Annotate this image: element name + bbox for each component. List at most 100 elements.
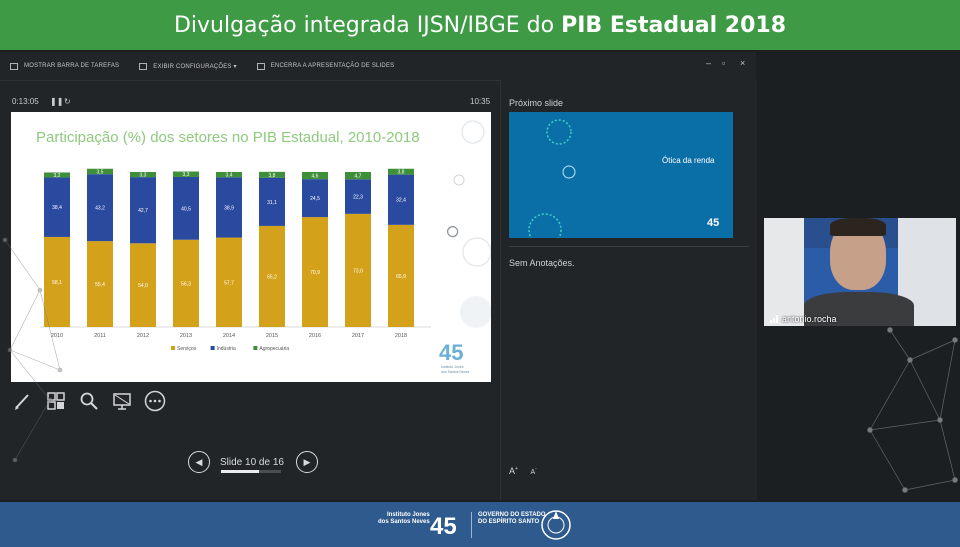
- bar-2018-2: [388, 168, 414, 175]
- cursor-ring: [447, 226, 458, 237]
- value-label-2017-2: 4,7: [355, 174, 362, 180]
- signal-icon: [770, 315, 778, 323]
- black-screen-icon[interactable]: [111, 390, 133, 412]
- current-slide[interactable]: Participação (%) dos setores no PIB Esta…: [11, 112, 491, 382]
- bar-2016-0: [302, 217, 328, 327]
- participant-hair: [830, 218, 886, 236]
- x-tick-2017: 2017: [352, 333, 364, 339]
- bar-2015-2: [259, 171, 285, 178]
- bar-2011-2: [87, 168, 113, 175]
- bar-2012-1: [130, 177, 156, 244]
- ijsn-45-logo: 45: [430, 513, 457, 540]
- value-label-2015-2: 3,8: [269, 173, 276, 179]
- value-label-2013-0: 56,3: [181, 281, 191, 287]
- bar-2010-1: [44, 177, 70, 237]
- ijsn-logo-text: Instituto Jones dos Santos Neves: [378, 512, 430, 525]
- value-label-2018-1: 32,4: [396, 198, 406, 204]
- bar-2016-1: [302, 179, 328, 218]
- next-slide-thumbnail[interactable]: 45 Ótica da renda: [509, 112, 733, 238]
- next-slide-title: Ótica da renda: [662, 156, 715, 165]
- notes-font-controls: A+ A-: [509, 466, 537, 476]
- value-label-2011-2: 3,5: [97, 169, 104, 175]
- x-tick-2018: 2018: [395, 333, 407, 339]
- slide-navigation: ◀ Slide 10 de 16 ▶: [188, 451, 318, 473]
- chart-bars: [40, 168, 431, 328]
- next-slide-label: Próximo slide: [509, 98, 564, 108]
- network-decoration-left: [2, 237, 63, 463]
- x-tick-2014: 2014: [223, 333, 235, 339]
- value-label-2014-2: 3,4: [226, 173, 233, 179]
- bar-2014-2: [216, 172, 242, 178]
- end-slideshow-button[interactable]: ENCERRA A APRESENTAÇÃO DE SLIDES: [256, 62, 395, 70]
- x-tick-2013: 2013: [180, 333, 192, 339]
- legend-label-1: Indústria: [217, 346, 236, 352]
- elapsed-timer: 0:13:05: [12, 97, 39, 106]
- value-label-2016-2: 4,6: [312, 174, 319, 180]
- stacked-bar-chart: 58,1 38,4 3,2 55,4 43,2 3,5 54,0 42,7 3,3 56,3 40,…: [40, 120, 491, 374]
- bar-2013-2: [173, 171, 199, 177]
- end-show-icon: [256, 62, 265, 70]
- value-label-2012-2: 3,3: [140, 173, 147, 179]
- x-tick-2010: 2010: [51, 333, 63, 339]
- restore-button[interactable]: ▫: [722, 58, 726, 68]
- svg-text:45: 45: [707, 217, 719, 229]
- svg-text:45: 45: [439, 340, 463, 365]
- next-slide-graphics: 45: [528, 119, 719, 238]
- value-label-2010-0: 58,1: [52, 280, 62, 286]
- bar-2017-0: [345, 213, 371, 327]
- banner-title: Divulgação integrada IJSN/IBGE do PIB Es…: [173, 12, 787, 38]
- value-label-2012-0: 54,0: [138, 283, 148, 289]
- svg-text:dos Santos Neves: dos Santos Neves: [441, 370, 470, 374]
- value-label-2013-2: 3,3: [183, 172, 190, 178]
- minimize-button[interactable]: –: [706, 58, 712, 68]
- pen-icon[interactable]: [12, 390, 34, 412]
- value-label-2017-0: 73,0: [353, 268, 363, 274]
- ijsn-slide-logo: 45 Instituto Jones dos Santos Neves: [439, 340, 470, 374]
- participant-name-label: antonio.rocha: [770, 314, 837, 324]
- svg-text:45: 45: [430, 513, 457, 540]
- see-all-slides-icon[interactable]: [45, 390, 67, 412]
- presenter-side-panel: Próximo slide 45 Ótica da renda Sem Anot…: [500, 80, 757, 500]
- presenter-tools: [12, 390, 177, 412]
- close-button[interactable]: ×: [740, 58, 746, 68]
- more-options-icon[interactable]: [144, 390, 166, 412]
- x-tick-2015: 2015: [266, 333, 278, 339]
- bar-2017-2: [345, 172, 371, 180]
- decrease-font-button[interactable]: A: [530, 469, 536, 476]
- slide-counter[interactable]: Slide 10 de 16: [220, 456, 284, 468]
- bar-2018-0: [388, 224, 414, 327]
- next-slide-button[interactable]: ▶: [295, 451, 318, 473]
- clock: 10:35: [470, 97, 491, 106]
- bar-2012-0: [130, 243, 156, 327]
- value-label-2017-1: 22,3: [353, 195, 363, 201]
- chevron-left-icon: ◀: [195, 456, 203, 467]
- display-settings-button[interactable]: EXIBIR CONFIGURAÇÕES ▾: [139, 62, 237, 70]
- show-taskbar-button[interactable]: MOSTRAR BARRA DE TAREFAS: [10, 62, 119, 70]
- bar-2010-0: [44, 236, 70, 327]
- value-label-2016-0: 70,9: [310, 270, 320, 276]
- increase-font-button[interactable]: A: [509, 466, 516, 476]
- previous-slide-button[interactable]: ◀: [188, 451, 210, 473]
- slide-progress-fill: [221, 470, 259, 473]
- bar-2013-0: [173, 239, 199, 327]
- monitor-icon: [139, 62, 148, 70]
- value-label-2018-0: 65,9: [396, 274, 406, 280]
- zoom-icon[interactable]: [78, 390, 100, 412]
- participant-video-tile[interactable]: antonio.rocha: [764, 218, 956, 326]
- value-label-2010-1: 38,4: [52, 205, 62, 211]
- restart-timer-icon[interactable]: ↻: [64, 97, 71, 106]
- slide-progress-bar: [221, 470, 281, 473]
- pause-icon[interactable]: ❚❚: [50, 97, 64, 106]
- bar-2017-1: [345, 179, 371, 214]
- value-label-2015-0: 65,2: [267, 274, 277, 280]
- value-label-2014-1: 38,9: [224, 205, 234, 211]
- value-label-2015-1: 31,1: [267, 200, 277, 206]
- bar-2011-1: [87, 174, 113, 242]
- header-banner: Divulgação integrada IJSN/IBGE do PIB Es…: [0, 0, 960, 50]
- legend-swatch-1: [210, 346, 215, 350]
- value-label-2012-1: 42,7: [138, 208, 148, 214]
- notes-text: Sem Anotações.: [509, 258, 575, 268]
- svg-text:Instituto Jones: Instituto Jones: [441, 365, 464, 369]
- chart-value-labels: 58,1 38,4 3,2 55,4 43,2 3,5 54,0 42,7 3,3 56,3 40,…: [52, 169, 406, 289]
- participant-shirt: [804, 292, 914, 326]
